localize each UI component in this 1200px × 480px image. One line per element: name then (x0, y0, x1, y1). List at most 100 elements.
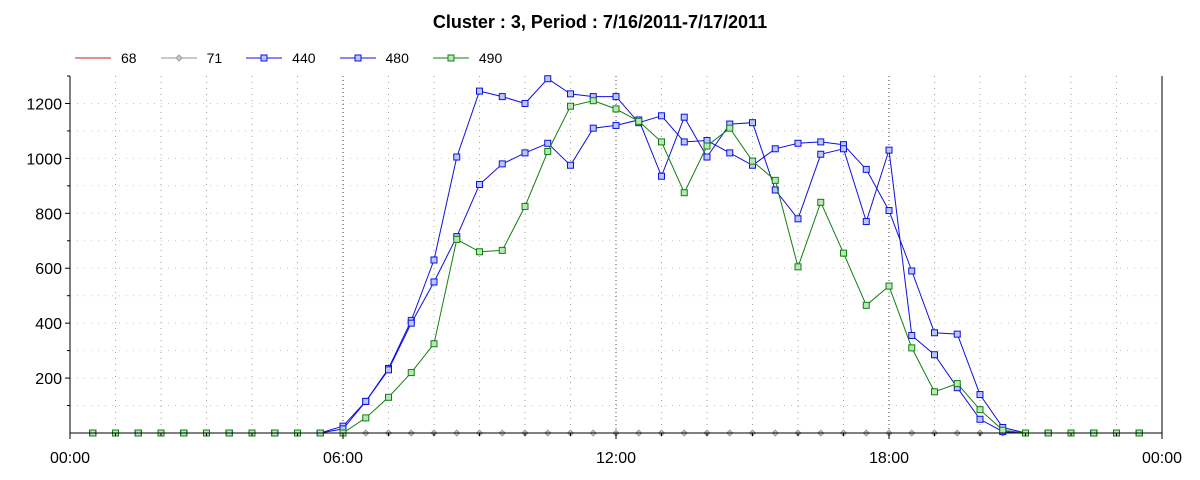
data-point (589, 97, 597, 105)
data-point (680, 189, 688, 197)
data-point (362, 414, 370, 422)
data-point (931, 388, 938, 396)
data-point (544, 139, 552, 147)
data-point (771, 145, 779, 153)
data-point (931, 351, 938, 359)
data-point (862, 165, 870, 173)
data-point (521, 149, 529, 157)
y-tick-label: 1000 (26, 151, 62, 168)
data-point (817, 150, 825, 158)
legend-swatch-490 (432, 54, 469, 62)
data-point (726, 124, 734, 132)
data-point (976, 391, 984, 399)
data-point (794, 263, 802, 271)
data-point (817, 138, 825, 146)
x-tick-label: 18:00 (869, 450, 909, 467)
x-tick-label: 00:00 (50, 450, 90, 467)
data-point (498, 93, 506, 101)
data-point (658, 172, 665, 180)
data-point (476, 248, 483, 256)
data-point (430, 278, 438, 286)
data-point (885, 146, 893, 154)
legend-item-490: 490 (432, 50, 503, 66)
data-point (817, 198, 825, 206)
data-point (567, 90, 574, 98)
data-point (953, 330, 961, 338)
series-line-490 (92, 100, 1140, 434)
data-point (658, 112, 665, 120)
x-tick-label: 06:00 (323, 450, 363, 467)
x-tick-label: 00:00 (1142, 450, 1182, 467)
tick-labels: 200 400 600 800 1000 1200 00:00 06:00 12:00 18:00… (26, 96, 1182, 467)
data-point (544, 75, 552, 83)
data-point (476, 87, 483, 95)
data-point (976, 415, 984, 423)
legend-label-440: 440 (292, 50, 316, 66)
data-point (612, 93, 620, 101)
data-point (407, 319, 415, 327)
data-point (908, 267, 916, 275)
data-point (498, 246, 506, 254)
data-point (749, 157, 756, 165)
y-tick-label: 1200 (26, 96, 62, 113)
data-point (976, 406, 984, 414)
data-point (931, 329, 938, 337)
y-tick-label: 200 (35, 371, 62, 388)
data-point (726, 149, 734, 157)
data-point (908, 344, 916, 352)
data-point (908, 332, 916, 340)
data-point (885, 207, 893, 215)
y-tick-label: 800 (35, 206, 62, 223)
data-point (612, 105, 620, 113)
data-point (771, 176, 779, 184)
data-point (658, 138, 665, 146)
data-point (794, 139, 802, 147)
data-point (567, 161, 574, 169)
x-tick-label: 12:00 (596, 450, 636, 467)
legend-item-440: 440 (246, 50, 316, 66)
legend-label-68: 68 (121, 50, 137, 66)
data-point (749, 119, 756, 127)
data-point (407, 369, 415, 377)
data-point (544, 148, 552, 156)
series-440 (89, 75, 1143, 437)
legend-item-68: 68 (75, 50, 137, 66)
legend-label-490: 490 (478, 50, 503, 66)
data-point (862, 301, 870, 309)
data-point (385, 366, 392, 374)
series-480 (89, 113, 1143, 437)
legend-swatch-480 (339, 54, 376, 62)
data-point (430, 340, 438, 348)
data-point (453, 153, 461, 161)
legend-label-71: 71 (206, 50, 223, 66)
legend-swatch-71 (160, 54, 197, 62)
data-point (453, 235, 461, 243)
legend-swatch-68 (75, 57, 111, 59)
data-point (521, 202, 529, 210)
series-line-440 (92, 78, 1140, 434)
grid (70, 76, 1162, 433)
data-point (635, 117, 643, 125)
data-point (885, 282, 893, 290)
y-tick-label: 400 (35, 316, 62, 333)
chart-title: Cluster : 3, Period : 7/16/2011-7/17/201… (432, 12, 768, 32)
data-point (794, 215, 802, 223)
data-point (521, 99, 529, 107)
data-point (362, 397, 370, 405)
data-point (430, 256, 438, 264)
legend-swatch-440 (246, 54, 283, 62)
data-point (680, 113, 688, 121)
data-point (840, 249, 847, 257)
legend: 68 71 440 480 490 (75, 48, 526, 68)
data-point (703, 142, 711, 150)
data-point (612, 121, 620, 129)
data-point (999, 426, 1007, 434)
data-point (498, 160, 506, 168)
data-point (953, 380, 961, 388)
axes (65, 75, 1163, 439)
data-point (589, 124, 597, 132)
data-point (385, 393, 392, 401)
data-point (862, 218, 870, 226)
y-tick-label: 600 (35, 261, 62, 278)
